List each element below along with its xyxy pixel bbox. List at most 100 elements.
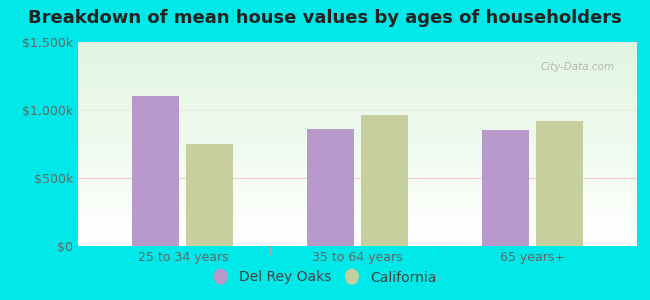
Bar xyxy=(78,201,637,202)
Bar xyxy=(78,224,637,225)
Bar xyxy=(78,67,637,68)
Bar xyxy=(78,211,637,212)
Bar xyxy=(78,65,637,67)
Bar xyxy=(78,44,637,45)
Bar xyxy=(78,145,637,146)
Bar xyxy=(78,124,637,126)
Bar xyxy=(78,121,637,122)
Bar xyxy=(78,136,637,137)
Bar xyxy=(78,212,637,213)
Bar xyxy=(78,137,637,138)
Bar xyxy=(78,232,637,233)
Bar xyxy=(78,184,637,185)
Bar xyxy=(78,84,637,85)
Bar xyxy=(78,106,637,107)
Bar xyxy=(78,220,637,221)
Bar xyxy=(187,144,233,246)
Bar xyxy=(78,229,637,230)
Bar xyxy=(78,91,637,92)
Bar xyxy=(78,97,637,98)
Bar xyxy=(78,162,637,164)
Bar xyxy=(78,87,637,88)
Bar xyxy=(78,85,637,86)
Bar xyxy=(78,158,637,159)
Bar xyxy=(78,242,637,243)
Bar xyxy=(78,94,637,95)
Bar xyxy=(78,161,637,162)
Bar xyxy=(78,89,637,90)
Bar xyxy=(78,56,637,57)
Bar xyxy=(78,90,637,91)
Bar xyxy=(78,174,637,175)
Bar xyxy=(78,138,637,139)
Bar xyxy=(78,42,637,43)
Legend: Del Rey Oaks, California: Del Rey Oaks, California xyxy=(208,265,442,290)
Bar xyxy=(78,54,637,55)
Bar xyxy=(78,82,637,83)
Bar xyxy=(78,112,637,113)
Bar xyxy=(78,181,637,182)
Bar xyxy=(78,105,637,106)
Bar xyxy=(78,107,637,108)
Bar xyxy=(78,205,637,206)
Bar xyxy=(78,176,637,177)
Bar xyxy=(78,95,637,96)
Bar xyxy=(78,169,637,170)
Bar xyxy=(78,200,637,201)
Bar xyxy=(78,52,637,53)
Bar xyxy=(78,216,637,217)
Bar xyxy=(78,204,637,205)
Bar xyxy=(78,58,637,59)
Bar xyxy=(78,118,637,119)
Bar xyxy=(78,240,637,241)
Bar xyxy=(78,230,637,231)
Bar xyxy=(78,203,637,204)
Bar xyxy=(78,172,637,174)
Bar xyxy=(78,206,637,207)
Bar xyxy=(78,127,637,128)
Bar xyxy=(78,62,637,63)
Bar xyxy=(78,149,637,150)
Bar xyxy=(78,196,637,197)
Bar xyxy=(78,236,637,237)
Bar xyxy=(78,80,637,81)
Bar xyxy=(78,113,637,114)
Bar xyxy=(78,139,637,140)
Bar xyxy=(78,49,637,50)
Bar xyxy=(78,133,637,134)
Bar xyxy=(78,183,637,184)
Bar xyxy=(78,214,637,215)
Bar xyxy=(78,59,637,60)
Bar xyxy=(78,154,637,155)
Bar xyxy=(132,96,179,246)
Bar xyxy=(78,153,637,154)
Bar xyxy=(78,175,637,176)
Bar xyxy=(78,144,637,145)
Bar xyxy=(78,143,637,144)
Bar xyxy=(78,123,637,124)
Bar xyxy=(78,93,637,94)
Bar xyxy=(78,119,637,121)
Bar xyxy=(78,88,637,89)
Bar xyxy=(78,140,637,141)
Bar xyxy=(78,86,637,87)
Bar xyxy=(78,50,637,51)
Bar xyxy=(78,51,637,52)
Bar xyxy=(78,46,637,47)
Bar xyxy=(78,213,637,214)
Bar xyxy=(78,148,637,149)
Bar xyxy=(78,159,637,160)
Bar xyxy=(78,129,637,130)
Bar xyxy=(78,60,637,62)
Bar xyxy=(78,180,637,181)
Bar xyxy=(78,111,637,112)
Bar xyxy=(78,221,637,223)
Bar xyxy=(78,104,637,105)
Bar xyxy=(78,116,637,118)
Bar xyxy=(78,231,637,232)
Bar xyxy=(78,194,637,195)
Bar xyxy=(78,169,637,170)
Bar xyxy=(78,238,637,239)
Bar xyxy=(78,76,637,77)
Bar xyxy=(78,235,637,236)
